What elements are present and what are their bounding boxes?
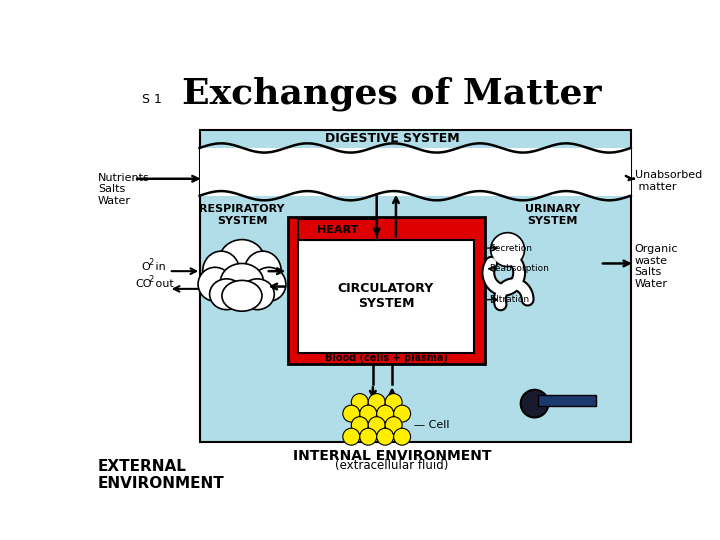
Circle shape	[351, 394, 368, 410]
Ellipse shape	[203, 251, 240, 291]
Circle shape	[385, 394, 402, 410]
Text: in: in	[152, 261, 166, 272]
Circle shape	[377, 428, 394, 445]
Bar	[298, 240, 474, 353]
Ellipse shape	[252, 267, 286, 301]
Circle shape	[368, 394, 385, 410]
Text: EXTERNAL
ENVIRONMENT: EXTERNAL ENVIRONMENT	[98, 459, 225, 491]
Text: (extracellular fluid): (extracellular fluid)	[336, 460, 449, 472]
Text: — Cell: — Cell	[414, 420, 449, 430]
Ellipse shape	[198, 267, 232, 301]
Text: out: out	[152, 279, 174, 289]
Text: Reabsorption: Reabsorption	[489, 265, 549, 273]
Text: Exchanges of Matter: Exchanges of Matter	[182, 77, 602, 111]
Circle shape	[360, 405, 377, 422]
Text: RESPIRATORY
SYSTEM: RESPIRATORY SYSTEM	[199, 204, 284, 226]
Text: URINARY
SYSTEM: URINARY SYSTEM	[525, 204, 580, 226]
Circle shape	[343, 405, 360, 422]
Bar	[288, 217, 485, 363]
Text: DIGESTIVE SYSTEM: DIGESTIVE SYSTEM	[325, 132, 459, 145]
Bar	[199, 130, 631, 442]
Text: Organic
waste
Salts
Water: Organic waste Salts Water	[634, 244, 678, 289]
Circle shape	[377, 405, 394, 422]
Text: 2: 2	[148, 258, 153, 267]
Ellipse shape	[240, 279, 274, 309]
Ellipse shape	[210, 279, 243, 309]
Text: CO: CO	[135, 279, 152, 289]
Ellipse shape	[244, 251, 282, 291]
Ellipse shape	[222, 280, 262, 311]
Circle shape	[360, 428, 377, 445]
Text: 2: 2	[148, 275, 153, 284]
Text: S 1: S 1	[142, 93, 162, 106]
Text: O: O	[142, 261, 150, 272]
Text: Nutrients
Salts
Water: Nutrients Salts Water	[98, 173, 150, 206]
Circle shape	[343, 428, 360, 445]
Text: Blood (cells + plasma): Blood (cells + plasma)	[325, 353, 447, 363]
Bar	[298, 219, 377, 240]
Text: Unabsorbed
 matter: Unabsorbed matter	[634, 170, 702, 192]
Ellipse shape	[220, 264, 264, 300]
Text: Filtration: Filtration	[489, 295, 529, 304]
Text: Secretion: Secretion	[489, 244, 532, 253]
Circle shape	[521, 390, 549, 417]
Circle shape	[394, 428, 410, 445]
Circle shape	[394, 405, 410, 422]
Circle shape	[490, 233, 525, 267]
Bar	[199, 148, 631, 195]
Ellipse shape	[219, 240, 265, 283]
Circle shape	[351, 417, 368, 434]
Text: INTERNAL ENVIRONMENT: INTERNAL ENVIRONMENT	[293, 449, 491, 463]
Circle shape	[385, 417, 402, 434]
Bar	[539, 395, 596, 406]
Text: HEART: HEART	[317, 225, 358, 234]
Circle shape	[368, 417, 385, 434]
Text: CIRCULATORY
SYSTEM: CIRCULATORY SYSTEM	[338, 282, 434, 310]
